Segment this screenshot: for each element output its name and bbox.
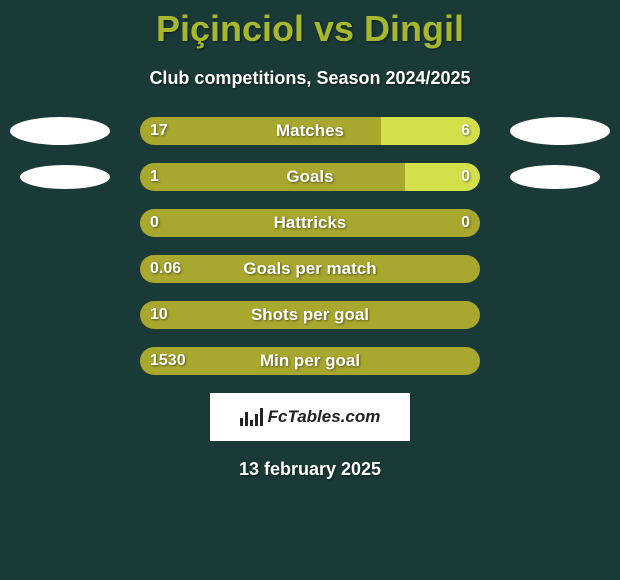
bar-container: Shots per goal — [140, 301, 480, 329]
source-badge: FcTables.com — [210, 393, 410, 441]
stat-label: Shots per goal — [140, 301, 480, 329]
bar-container: Goals — [140, 163, 480, 191]
page-title: Piçinciol vs Dingil — [0, 0, 620, 50]
stat-value-left: 1530 — [150, 347, 186, 375]
badge-text: FcTables.com — [268, 407, 381, 427]
stat-label: Min per goal — [140, 347, 480, 375]
stat-row: Shots per goal10 — [0, 301, 620, 329]
player-marker-right — [510, 117, 610, 145]
date-label: 13 february 2025 — [0, 459, 620, 480]
comparison-rows: Matches176Goals10Hattricks00Goals per ma… — [0, 117, 620, 375]
page-subtitle: Club competitions, Season 2024/2025 — [0, 68, 620, 89]
stat-row: Goals1 0 — [0, 163, 620, 191]
bar-container: Min per goal — [140, 347, 480, 375]
stat-row: Goals per match0.06 — [0, 255, 620, 283]
stat-value-left: 1 — [150, 163, 159, 191]
stat-label: Hattricks — [140, 209, 480, 237]
stat-label: Matches — [140, 117, 480, 145]
bar-container: Goals per match — [140, 255, 480, 283]
stat-value-right: 6 — [461, 117, 470, 145]
player-marker-left — [10, 117, 110, 145]
stat-value-left: 0.06 — [150, 255, 181, 283]
bar-container: Matches — [140, 117, 480, 145]
bar-container: Hattricks — [140, 209, 480, 237]
player-marker-right — [510, 165, 600, 189]
stat-label: Goals per match — [140, 255, 480, 283]
stat-value-right: 0 — [461, 209, 470, 237]
stat-value-left: 10 — [150, 301, 168, 329]
stat-value-left: 17 — [150, 117, 168, 145]
player-marker-left — [20, 165, 110, 189]
stat-row: Hattricks0 0 — [0, 209, 620, 237]
stat-value-right: 0 — [461, 163, 470, 191]
stat-row: Matches17 6 — [0, 117, 620, 145]
stat-label: Goals — [140, 163, 480, 191]
stat-value-left: 0 — [150, 209, 159, 237]
stat-row: Min per goal1530 — [0, 347, 620, 375]
chart-icon — [240, 408, 262, 426]
